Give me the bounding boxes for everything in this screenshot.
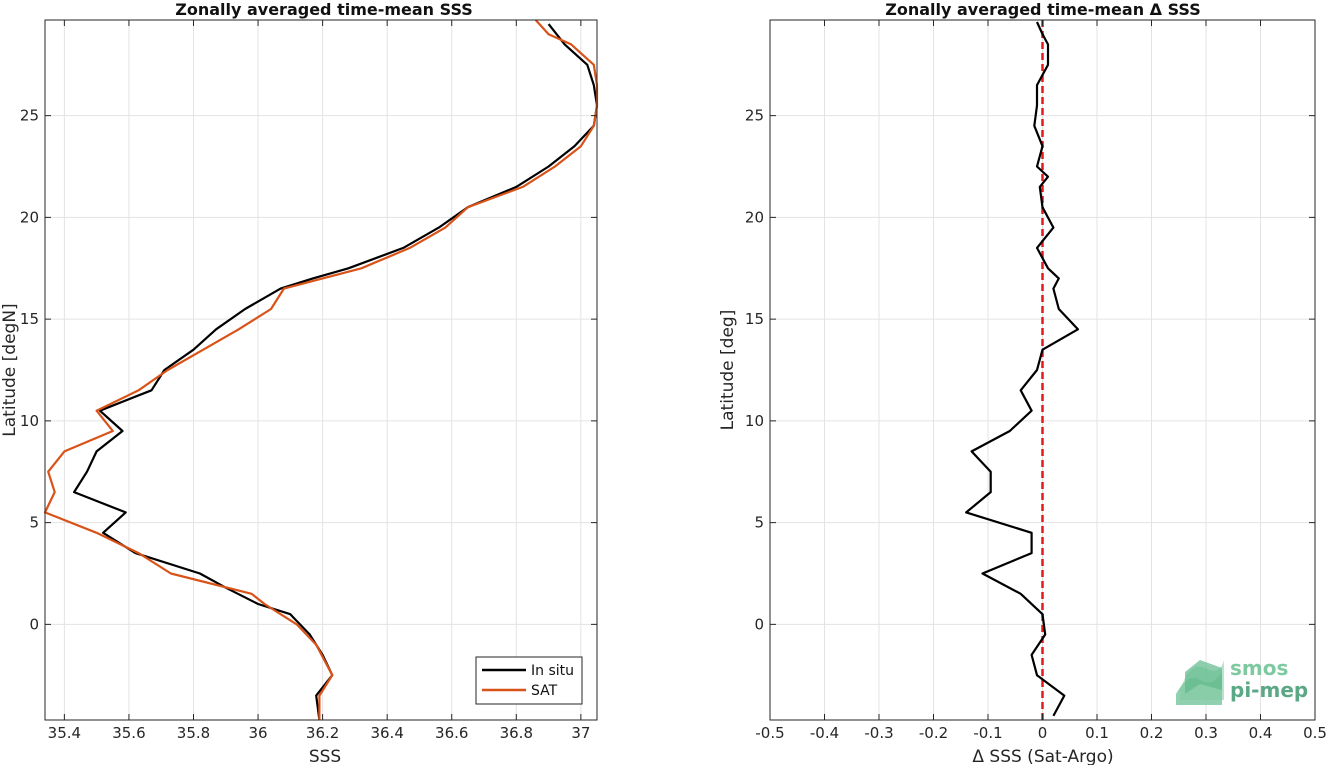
legend: In situ SAT [475, 656, 583, 705]
delta-sss-xtick-label: -0.3 [864, 724, 893, 742]
sss-series-sat [43, 19, 599, 720]
sss-ytick-label: 0 [29, 615, 39, 633]
delta-sss-xtick-label: 0.1 [1085, 724, 1109, 742]
delta-sss-xtick-label: 0 [1038, 724, 1048, 742]
sss-xtick-label: 35.8 [177, 724, 210, 742]
smos-pi-mep-logo: smos pi-mep [1176, 656, 1308, 705]
delta-sss-lines [965, 20, 1080, 720]
sss-lines [43, 19, 599, 721]
delta-sss-panel-title: Zonally averaged time-mean Δ SSS [885, 0, 1201, 19]
delta-sss-xtick-label: 0.4 [1249, 724, 1273, 742]
sss-xtick-label: 35.4 [48, 724, 81, 742]
delta-sss-ytick-label: 5 [754, 514, 764, 532]
sss-xlabel: SSS [309, 747, 341, 765]
delta-sss-xtick-label: 0.2 [1140, 724, 1164, 742]
logo-wave-front [1185, 660, 1222, 694]
logo-text-pimep: pi-mep [1230, 678, 1308, 702]
sss-panel-title: Zonally averaged time-mean SSS [175, 0, 473, 19]
delta-sss-xlabel: Δ SSS (Sat-Argo) [972, 747, 1113, 765]
delta-sss-ytick-label: 20 [745, 208, 764, 226]
delta-sss-ytick-label: 15 [745, 310, 764, 328]
delta-sss-panel: Zonally averaged time-mean Δ SSS -0.5 -0.… [718, 0, 1327, 765]
sss-xtick-label: 36 [249, 724, 268, 742]
sss-xtick-label: 37 [571, 724, 590, 742]
delta-sss-xtick-label: 0.5 [1303, 724, 1327, 742]
legend-box [475, 656, 583, 705]
sss-ytick-label: 15 [20, 310, 39, 328]
sss-xtick-label: 36.2 [306, 724, 339, 742]
sss-xtick-label: 36.4 [370, 724, 403, 742]
sss-xtick-label: 36.8 [500, 724, 533, 742]
delta-sss-ytick-label: 25 [745, 107, 764, 125]
delta-sss-series-delta [965, 21, 1080, 717]
sss-axes-box [44, 19, 598, 721]
logo-text-smos: smos [1230, 656, 1288, 680]
delta-sss-ytick-label: 0 [754, 615, 764, 633]
sss-ytick-label: 5 [29, 514, 39, 532]
sss-ytick-label: 10 [20, 412, 39, 430]
sss-ylabel: Latitude [degN] [0, 303, 20, 436]
sss-grid [45, 20, 597, 720]
delta-sss-xtick-label: -0.5 [755, 724, 784, 742]
delta-sss-xtick-label: 0.3 [1194, 724, 1218, 742]
sss-xtick-label: 35.6 [112, 724, 145, 742]
sss-ytick-label: 25 [20, 107, 39, 125]
delta-sss-xtick-label: -0.1 [973, 724, 1002, 742]
delta-sss-xtick-label: -0.2 [919, 724, 948, 742]
delta-sss-ticks: -0.5 -0.4 -0.3 -0.2 -0.1 0 0.1 0.2 0.3 0.4 0.5 0 5 10… [745, 20, 1327, 742]
legend-insitu-label: In situ [531, 663, 574, 679]
legend-sat-label: SAT [531, 683, 558, 699]
sss-xtick-label: 36.6 [435, 724, 468, 742]
sss-panel: Zonally averaged time-mean SSS 35.4 35.6 3… [0, 0, 599, 765]
sss-ticks: 35.4 35.6 35.8 36 36.2 36.4 36.6 36.8 37 0 5 10 15 20… [20, 20, 597, 742]
delta-sss-ylabel: Latitude [deg] [718, 310, 738, 431]
delta-sss-xtick-label: -0.4 [810, 724, 839, 742]
delta-sss-ytick-label: 10 [745, 412, 764, 430]
sss-series-in-situ [72, 23, 599, 721]
sss-ytick-label: 20 [20, 208, 39, 226]
